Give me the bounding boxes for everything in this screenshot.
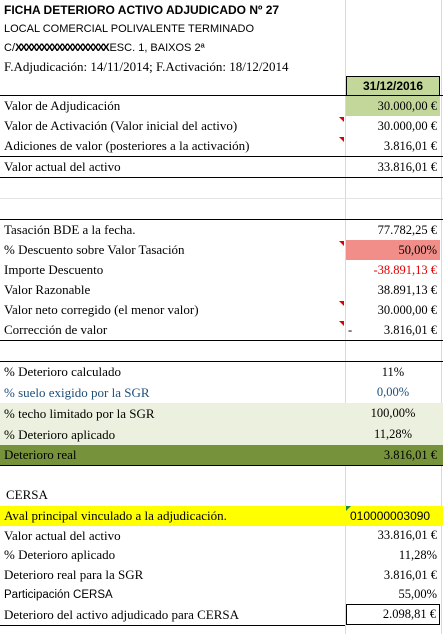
row-label: Corrección de valor bbox=[4, 322, 108, 337]
comment-indicator-icon[interactable] bbox=[339, 137, 344, 142]
address-prefix: C/ bbox=[4, 41, 15, 54]
date-column-header[interactable]: 31/12/2016 bbox=[346, 76, 440, 96]
comment-indicator-icon[interactable] bbox=[339, 241, 344, 246]
impairment-row[interactable]: % Deterioro aplicado 11,28% bbox=[0, 424, 443, 445]
row-label: Importe Descuento bbox=[4, 262, 104, 277]
row-label: Tasación BDE a la fecha. bbox=[4, 222, 136, 237]
row-label: % suelo exigido por la SGR bbox=[4, 384, 150, 400]
valuation-row[interactable]: Valor de Adjudicación 30.000,00 € bbox=[0, 96, 443, 116]
grid-line bbox=[441, 0, 442, 634]
address-suffix: ESC. 1, BAIXOS 2ª bbox=[109, 41, 205, 54]
row-value[interactable]: 010000003090 bbox=[350, 509, 431, 523]
row-label: % Descuento sobre Valor Tasación bbox=[4, 242, 185, 257]
property-row[interactable]: LOCAL COMERCIAL POLIVALENTE TERMINADO bbox=[0, 19, 443, 38]
impairment-row[interactable]: % techo limitado por la SGR 100,00% bbox=[0, 403, 443, 424]
comment-indicator-icon[interactable] bbox=[339, 321, 344, 326]
appraisal-row[interactable]: Valor Razonable 38.891,13 € bbox=[0, 280, 443, 300]
row-value[interactable]: 3.816,01 € bbox=[383, 447, 437, 462]
row-value[interactable]: 50,00% bbox=[346, 240, 440, 260]
section-border bbox=[0, 156, 443, 157]
address-row[interactable]: C/XXXXXXXXXXXXXXXXXX ESC. 1, BAIXOS 2ª bbox=[0, 38, 443, 57]
row-value[interactable]: 11,28% bbox=[373, 427, 413, 441]
row-label: Aval principal vinculado a la adjudicaci… bbox=[4, 508, 227, 523]
row-label: % Deterioro calculado bbox=[4, 364, 121, 379]
date-header-row[interactable]: 31/12/2016 bbox=[0, 76, 443, 96]
valuation-row[interactable]: Valor de Activación (Valor inicial del a… bbox=[0, 116, 443, 136]
row-value[interactable]: 33.816,01 € bbox=[377, 159, 437, 174]
dates-row[interactable]: F.Adjudicación: 14/11/2014; F.Activación… bbox=[0, 57, 443, 76]
grid-line bbox=[345, 0, 346, 634]
row-value[interactable]: 3.816,01 € bbox=[383, 138, 437, 153]
appraisal-row[interactable]: Valor neto corregido (el menor valor) 30… bbox=[0, 300, 443, 320]
row-label: Valor Razonable bbox=[4, 282, 91, 297]
row-label: Deterioro real bbox=[4, 447, 77, 462]
value-sign: - bbox=[348, 322, 353, 337]
row-label: % Deterioro aplicado bbox=[4, 426, 116, 442]
cersa-title: CERSA bbox=[6, 487, 48, 502]
row-label: Deterioro real para la SGR bbox=[4, 567, 144, 582]
row-value[interactable]: 11,28% bbox=[398, 547, 437, 562]
row-value[interactable]: 3.816,01 € bbox=[383, 567, 437, 582]
sheet-title: FICHA DETERIORO ACTIVO ADJUDICADO Nº 27 bbox=[4, 2, 280, 17]
row-value[interactable]: 30.000,00 € bbox=[377, 302, 437, 317]
row-value[interactable]: 33.816,01 € bbox=[377, 528, 437, 542]
impairment-row[interactable]: % suelo exigido por la SGR 0,00% bbox=[0, 382, 443, 403]
valuation-row[interactable]: Adiciones de valor (posteriores a la act… bbox=[0, 136, 443, 156]
row-label: Valor de Activación (Valor inicial del a… bbox=[4, 118, 238, 133]
row-label: % techo limitado por la SGR bbox=[4, 405, 155, 421]
section-border bbox=[0, 95, 443, 96]
comment-indicator-icon[interactable] bbox=[339, 301, 344, 306]
row-value[interactable]: -38.891,13 € bbox=[373, 262, 437, 277]
property-description: LOCAL COMERCIAL POLIVALENTE TERMINADO bbox=[4, 22, 255, 35]
grid-line bbox=[0, 198, 443, 199]
row-label: Valor actual del activo bbox=[4, 159, 121, 174]
section-border bbox=[0, 625, 345, 626]
row-label: Valor actual del activo bbox=[4, 527, 121, 543]
row-value[interactable]: 30.000,00 € bbox=[346, 96, 440, 116]
impairment-row[interactable]: % Deterioro calculado 11% bbox=[0, 362, 443, 382]
section-border bbox=[0, 465, 443, 466]
cersa-row[interactable]: Deterioro del activo adjudicado para CER… bbox=[0, 604, 443, 625]
row-value[interactable]: 11% bbox=[381, 364, 405, 379]
cersa-row[interactable]: Deterioro real para la SGR 3.816,01 € bbox=[0, 565, 443, 585]
comment-indicator-icon[interactable] bbox=[339, 117, 344, 122]
row-value[interactable]: 2.098,81 € bbox=[346, 604, 440, 625]
row-value[interactable]: 30.000,00 € bbox=[377, 118, 437, 133]
section-border bbox=[0, 219, 443, 220]
row-label: Participación CERSA bbox=[4, 588, 113, 601]
address: C/XXXXXXXXXXXXXXXXXX ESC. 1, BAIXOS 2ª bbox=[4, 38, 205, 57]
appraisal-row[interactable]: Corrección de valor - 3.816,01 € bbox=[0, 320, 443, 340]
row-label: Valor de Adjudicación bbox=[4, 98, 121, 113]
row-label: % Deterioro aplicado bbox=[4, 547, 116, 562]
section-border bbox=[0, 340, 443, 341]
row-label: Deterioro del activo adjudicado para CER… bbox=[4, 606, 240, 622]
row-value[interactable]: 55,00% bbox=[398, 587, 437, 601]
address-redacted: XXXXXXXXXXXXXXXXXX bbox=[15, 41, 110, 54]
cersa-row[interactable]: % Deterioro aplicado 11,28% bbox=[0, 545, 443, 565]
row-label: Adiciones de valor (posteriores a la act… bbox=[4, 138, 250, 153]
appraisal-row[interactable]: Importe Descuento -38.891,13 € bbox=[0, 260, 443, 280]
row-label: Valor neto corregido (el menor valor) bbox=[4, 302, 199, 317]
cersa-row[interactable]: Participación CERSA 55,00% bbox=[0, 585, 443, 604]
title-row[interactable]: FICHA DETERIORO ACTIVO ADJUDICADO Nº 27 bbox=[0, 0, 443, 19]
section-border bbox=[0, 177, 443, 178]
cersa-row[interactable]: Aval principal vinculado a la adjudicaci… bbox=[0, 506, 443, 526]
appraisal-row[interactable]: % Descuento sobre Valor Tasación 50,00% bbox=[0, 240, 443, 260]
dates-text: F.Adjudicación: 14/11/2014; F.Activación… bbox=[4, 58, 289, 74]
row-value[interactable]: 0,00% bbox=[376, 385, 410, 399]
valuation-row[interactable]: Valor actual del activo 33.816,01 € bbox=[0, 157, 443, 177]
cersa-row[interactable]: Valor actual del activo 33.816,01 € bbox=[0, 526, 443, 545]
cersa-title-row[interactable]: CERSA bbox=[0, 485, 443, 505]
row-value[interactable]: 77.782,25 € bbox=[377, 222, 437, 237]
row-value[interactable]: 3.816,01 € bbox=[383, 322, 437, 337]
row-value[interactable]: 100,00% bbox=[370, 406, 416, 420]
row-value[interactable]: 38.891,13 € bbox=[377, 282, 437, 297]
error-indicator-icon[interactable] bbox=[346, 506, 351, 511]
appraisal-row[interactable]: Tasación BDE a la fecha. 77.782,25 € bbox=[0, 220, 443, 240]
impairment-total-row[interactable]: Deterioro real 3.816,01 € bbox=[0, 445, 443, 465]
section-border bbox=[0, 361, 443, 362]
